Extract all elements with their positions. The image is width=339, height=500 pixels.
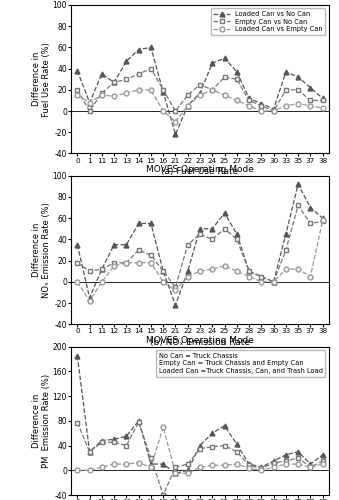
Legend: Loaded Can vs No Can, Empty Can vs No Can, Loaded Can vs Empty Can: Loaded Can vs No Can, Empty Can vs No Ca… [211, 8, 325, 35]
X-axis label: MOVES Operating Mode: MOVES Operating Mode [146, 165, 254, 174]
Legend: No Can = Truck Chassis, Empty Can = Truck Chassis and Empty Can, Loaded Can =Tru: No Can = Truck Chassis, Empty Can = Truc… [156, 350, 325, 376]
Text: (b) NOₓ Emission Rate: (b) NOₓ Emission Rate [150, 338, 250, 347]
Y-axis label: Difference in
PM  Emission Rate (%): Difference in PM Emission Rate (%) [32, 374, 51, 468]
Text: (a) Fuel Use Rate: (a) Fuel Use Rate [161, 168, 239, 176]
Y-axis label: Difference in
NOₓ Emission Rate (%): Difference in NOₓ Emission Rate (%) [32, 202, 51, 298]
X-axis label: MOVES Operating Mode: MOVES Operating Mode [146, 336, 254, 345]
Y-axis label: Difference in
Fuel Use Rate (%): Difference in Fuel Use Rate (%) [32, 42, 51, 117]
